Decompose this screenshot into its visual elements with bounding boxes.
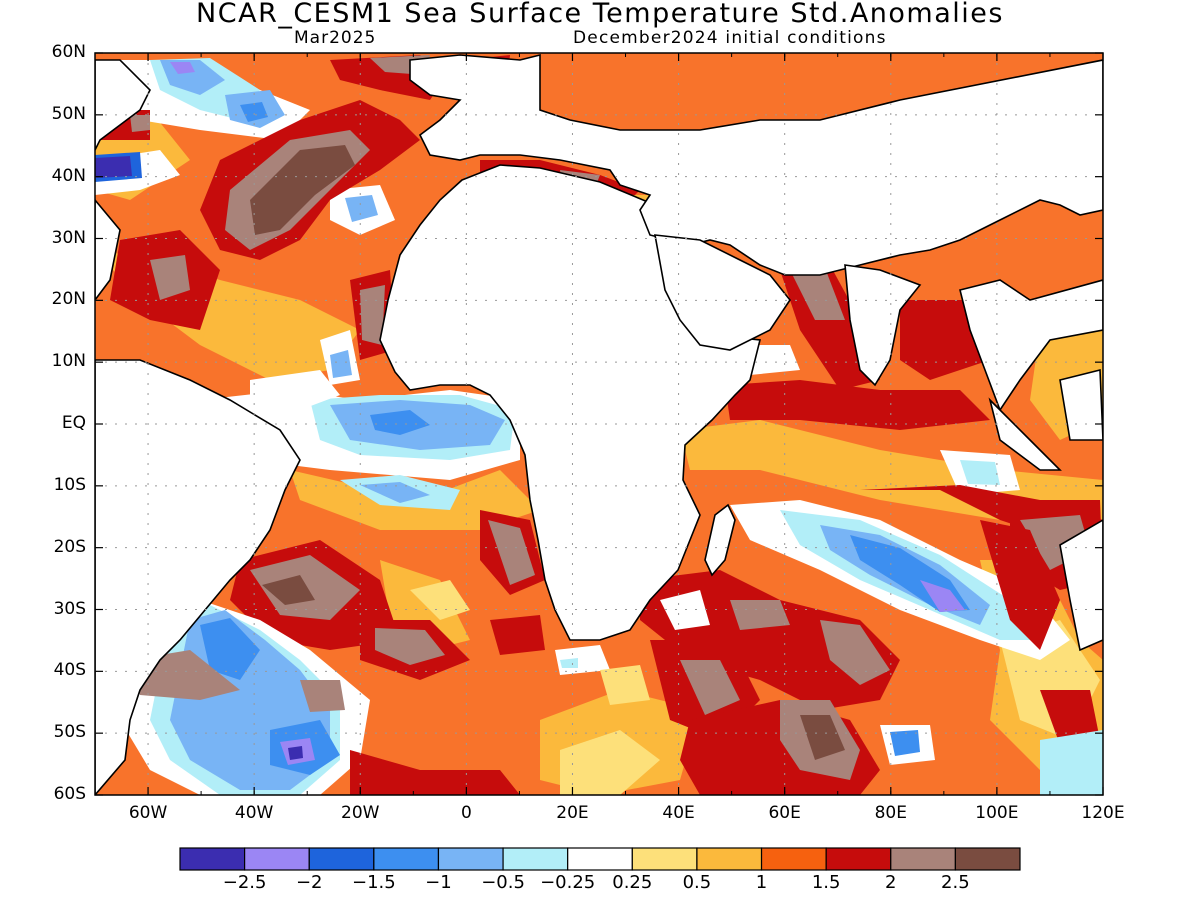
anomaly-region [350, 750, 520, 795]
south-america-land [95, 359, 301, 795]
colorbar-tick-label: 1.5 [811, 872, 841, 893]
anomaly-region [980, 520, 1060, 650]
anomaly-region [370, 410, 430, 435]
colorbar-tick-label: 1 [755, 872, 768, 893]
anomaly-region [790, 268, 845, 320]
lon-tick-label: 120E [1081, 803, 1125, 823]
colorbar-tick-label: 2 [885, 872, 897, 893]
borneo-land [1059, 368, 1103, 441]
lon-tick-label: 60E [768, 803, 801, 823]
anomaly-region [1040, 690, 1100, 745]
lat-tick-label: 10N [51, 351, 86, 372]
anomaly-region [250, 370, 340, 410]
lat-tick-label: 40S [53, 660, 86, 681]
europe-land [409, 53, 1103, 276]
anomaly-region [375, 628, 445, 665]
anomaly-region [920, 580, 965, 612]
arabia-land [654, 234, 791, 351]
colorbar-tick-label: −0.25 [540, 872, 596, 893]
anomaly-region [150, 255, 190, 300]
colorbar-tick-label: −1.5 [351, 872, 396, 893]
init-conditions: December2024 initial conditions [573, 28, 887, 48]
gridlines [95, 53, 1103, 795]
lat-tick-label: 60N [51, 42, 86, 62]
lat-tick-label: 20S [53, 536, 86, 557]
anomaly-region [560, 658, 578, 668]
colorbar-tick-label: −0.5 [481, 872, 525, 893]
india-land [844, 264, 922, 387]
lat-tick-label: 10S [53, 474, 86, 495]
anomaly-region [345, 195, 378, 222]
anomaly-region [490, 615, 545, 655]
colorbar-tick-label: −2 [295, 872, 323, 893]
lat-tick-label: 50N [51, 103, 86, 124]
lon-tick-label: 40W [234, 803, 274, 823]
axis-ticks [94, 52, 1104, 796]
anomaly-region [330, 350, 352, 378]
anomaly-region [890, 730, 920, 756]
valid-month: Mar2025 [294, 28, 377, 48]
southeast-asia-land [959, 279, 1103, 412]
lon-tick-label: 100E [975, 803, 1019, 823]
anomaly-region [200, 618, 260, 680]
anomaly-region [262, 575, 315, 605]
anomaly-region [240, 102, 268, 122]
anomaly-region [130, 115, 150, 132]
colorbar-tick-label: −1 [425, 872, 452, 893]
anomaly-region [960, 460, 1000, 485]
lon-tick-label: 80E [874, 803, 907, 823]
lat-tick-label: 20N [51, 289, 86, 310]
lon-tick-label: 20E [556, 803, 589, 823]
colorbar-tick-label: 2.5 [941, 872, 970, 893]
colorbar-tick-label: 0.5 [682, 872, 712, 893]
anomaly-region [725, 380, 990, 430]
lon-tick-label: 0 [460, 803, 472, 823]
anomaly-region [730, 600, 790, 630]
anomaly-field [95, 55, 1103, 795]
anomaly-region [288, 746, 303, 760]
lon-tick-label: 20W [341, 803, 380, 823]
anomaly-region [820, 620, 890, 685]
anomaly-region [360, 482, 430, 503]
anomaly-region [1040, 730, 1103, 795]
madagascar-land [704, 503, 736, 577]
lat-tick-label: 30S [53, 598, 86, 619]
anomaly-region [300, 680, 345, 712]
colorbar-tick-label: 0.25 [612, 872, 653, 893]
lat-tick-label: 50S [53, 722, 86, 743]
landmasses [95, 53, 1103, 795]
anomaly-region [680, 660, 740, 715]
anomaly-region [95, 156, 132, 178]
anomaly-region [600, 665, 650, 705]
map-title: NCAR_CESM1 Sea Surface Temperature Std.A… [196, 0, 1004, 29]
caribbean-land [95, 198, 121, 302]
lat-tick-label: EQ [61, 413, 86, 433]
colorbar-tick-label: −2.5 [222, 872, 267, 893]
sumatra-land [988, 397, 1062, 471]
lat-tick-label: 60S [53, 784, 86, 804]
anomaly-region [560, 730, 660, 795]
anomaly-region [170, 62, 195, 74]
lon-tick-label: 40E [662, 803, 695, 823]
australia-land [1059, 519, 1103, 652]
anomaly-region [250, 145, 355, 235]
lat-tick-label: 30N [51, 227, 86, 248]
lat-tick-label: 40N [51, 165, 86, 186]
lon-tick-label: 60W [128, 803, 168, 823]
north-america-land [95, 59, 151, 151]
anomaly-region [640, 570, 900, 710]
anomaly-region [800, 715, 845, 760]
anomaly-region [488, 520, 535, 585]
